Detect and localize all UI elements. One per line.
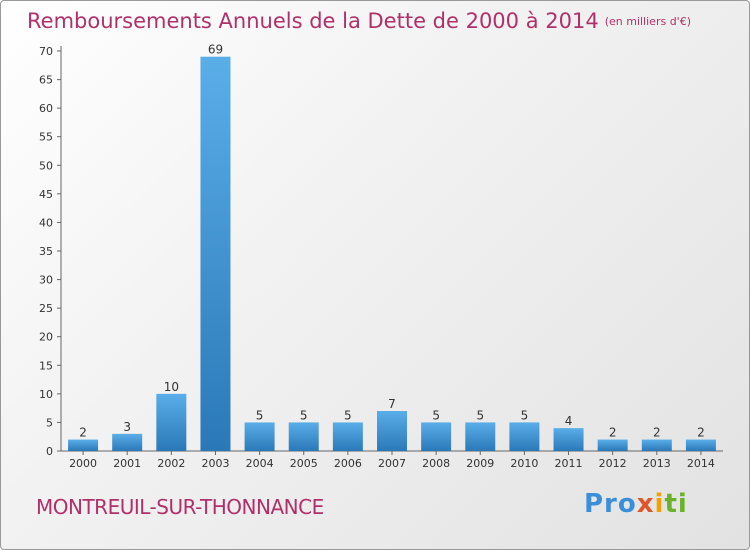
x-tick-label: 2002 bbox=[157, 457, 185, 470]
value-label: 7 bbox=[388, 397, 396, 411]
y-tick-label: 50 bbox=[39, 159, 53, 172]
bar bbox=[112, 433, 143, 451]
value-label: 5 bbox=[256, 408, 264, 422]
bar bbox=[465, 422, 496, 451]
y-tick-label: 45 bbox=[39, 188, 53, 201]
x-tick-label: 2006 bbox=[334, 457, 362, 470]
bar bbox=[509, 422, 540, 451]
value-label: 5 bbox=[432, 408, 440, 422]
x-tick-label: 2000 bbox=[69, 457, 97, 470]
x-tick-label: 2001 bbox=[113, 457, 141, 470]
y-tick-label: 5 bbox=[46, 416, 53, 429]
x-tick-label: 2013 bbox=[643, 457, 671, 470]
value-label: 5 bbox=[476, 408, 484, 422]
bar bbox=[288, 422, 319, 451]
y-tick-label: 20 bbox=[39, 331, 53, 344]
y-tick-label: 35 bbox=[39, 245, 53, 258]
bar bbox=[421, 422, 452, 451]
value-label: 2 bbox=[697, 426, 705, 440]
y-tick-label: 70 bbox=[39, 45, 53, 58]
y-tick-label: 55 bbox=[39, 131, 53, 144]
value-label: 5 bbox=[300, 408, 308, 422]
value-label: 5 bbox=[344, 408, 352, 422]
value-label: 10 bbox=[164, 380, 179, 394]
bar bbox=[377, 411, 407, 451]
bar bbox=[200, 56, 231, 451]
x-tick-label: 2008 bbox=[422, 457, 450, 470]
value-label: 3 bbox=[123, 420, 131, 434]
value-label: 2 bbox=[79, 426, 87, 440]
x-tick-label: 2007 bbox=[378, 457, 406, 470]
value-label: 2 bbox=[653, 426, 661, 440]
x-tick-label: 2011 bbox=[555, 457, 583, 470]
x-tick-label: 2005 bbox=[290, 457, 318, 470]
bar bbox=[332, 422, 363, 451]
bar bbox=[685, 439, 716, 451]
y-tick-label: 30 bbox=[39, 274, 53, 287]
commune-name: MONTREUIL-SUR-THONNANCE bbox=[36, 495, 324, 519]
y-tick-label: 0 bbox=[46, 445, 53, 458]
y-tick-label: 60 bbox=[39, 102, 53, 115]
y-tick-label: 40 bbox=[39, 216, 53, 229]
bar bbox=[553, 428, 584, 451]
x-tick-label: 2003 bbox=[201, 457, 229, 470]
bar bbox=[597, 439, 628, 451]
x-tick-label: 2012 bbox=[599, 457, 627, 470]
y-tick-label: 25 bbox=[39, 302, 53, 315]
proxiti-logo: Proxiti bbox=[584, 489, 688, 519]
x-tick-label: 2004 bbox=[246, 457, 274, 470]
title-text: Remboursements Annuels de la Dette de 20… bbox=[27, 9, 599, 33]
x-tick-label: 2014 bbox=[687, 457, 715, 470]
x-tick-label: 2010 bbox=[510, 457, 538, 470]
labels: 2 2000 3 2001 10 2002 69 2003 5 2004 5 2005 5 2006 7 20… bbox=[69, 43, 715, 470]
bar bbox=[641, 439, 672, 451]
value-label: 2 bbox=[609, 426, 617, 440]
y-tick-label: 65 bbox=[39, 74, 53, 87]
y-tick-label: 10 bbox=[39, 388, 53, 401]
bar bbox=[68, 439, 99, 451]
value-label: 69 bbox=[208, 43, 223, 57]
value-label: 4 bbox=[565, 414, 573, 428]
chart-title: Remboursements Annuels de la Dette de 20… bbox=[27, 9, 691, 33]
value-label: 5 bbox=[521, 408, 529, 422]
bar bbox=[156, 393, 187, 451]
bars bbox=[68, 56, 716, 451]
title-unit: (en milliers d'€) bbox=[604, 15, 691, 28]
bar bbox=[244, 422, 275, 451]
x-tick-label: 2009 bbox=[466, 457, 494, 470]
y-tick-label: 15 bbox=[39, 359, 53, 372]
